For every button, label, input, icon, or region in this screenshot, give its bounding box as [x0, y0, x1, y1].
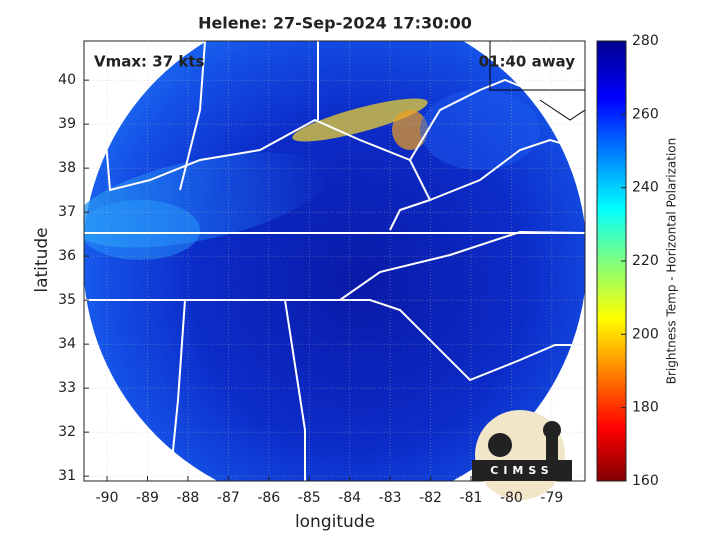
outside-borders	[489, 41, 585, 121]
x-tick-label: -88	[176, 490, 199, 506]
x-tick-label: -84	[338, 490, 361, 506]
x-tick-label: -80	[500, 490, 523, 506]
colorbar-tick-label: 240	[632, 180, 659, 196]
x-tick-label: -83	[379, 490, 402, 506]
y-tick-label: 31	[58, 468, 76, 484]
colorbar-tick-label: 160	[632, 473, 659, 489]
x-axis-label: longitude	[295, 512, 375, 532]
y-tick-label: 38	[58, 160, 76, 176]
colorbar-tick-label: 180	[632, 400, 659, 416]
x-tick-label: -87	[217, 490, 240, 506]
x-tick-label: -79	[540, 490, 563, 506]
x-tick-label: -89	[136, 490, 159, 506]
image	[84, 41, 585, 481]
y-tick-label: 37	[58, 204, 76, 220]
x-tick-label: -81	[460, 490, 483, 506]
y-tick-label: 32	[58, 424, 76, 440]
y-tick-label: 35	[58, 292, 76, 308]
y-tick-label: 33	[58, 380, 76, 396]
x-tick-label: -86	[257, 490, 280, 506]
y-tick-label: 40	[58, 72, 76, 88]
colorbar-label: Brightness Temp - Horizontal Polarizatio…	[665, 138, 679, 385]
logo: CIMSS	[472, 410, 572, 500]
title: Helene: 27-Sep-2024 17:30:00	[198, 14, 472, 33]
y-tick-label: 34	[58, 336, 76, 352]
x-tick-label: -85	[298, 490, 321, 506]
x-tick-label: -90	[96, 490, 119, 506]
y-axis-label: latitude	[32, 227, 52, 292]
logo-text: CIMSS	[490, 464, 553, 477]
x-tick-label: -82	[419, 490, 442, 506]
axes-frame	[83, 40, 586, 482]
colorbar-tick-label: 220	[632, 253, 659, 269]
annotation: Vmax: 37 kts	[94, 53, 204, 71]
colorbar-tick-label: 280	[632, 33, 659, 49]
y-tick-label: 36	[58, 248, 76, 264]
colorbar-tick-label: 260	[632, 106, 659, 122]
y-tick-label: 39	[58, 116, 76, 132]
colorbar-tick-label: 200	[632, 326, 659, 342]
annotation: 01:40 away	[479, 53, 576, 71]
